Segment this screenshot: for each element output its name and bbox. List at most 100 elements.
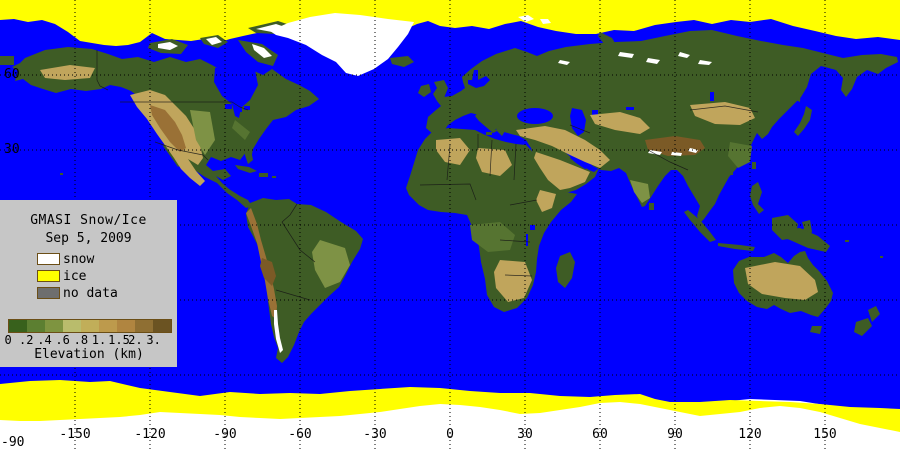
longitude-labels: -150 -120 -90 -60 -30 0 30 60 90 120 150 [59,427,836,442]
elevation-tick: .6 [55,333,70,347]
southeast-china-hills [728,142,752,168]
elevation-tick: .8 [73,333,89,347]
lake-balkhash [626,107,634,110]
lon-label: -150 [59,427,90,442]
himalaya-snow [648,148,698,156]
snow-swatch [37,253,60,265]
great-lakes-2 [234,108,242,112]
sahara-hoggar [436,138,470,165]
elevation-tick: 3. [146,333,161,347]
latitude-labels: 60 30 -90 [1,67,24,450]
legend-item-snow: snow [0,252,177,267]
arctic-sea-ice [0,0,900,46]
florida [244,146,253,164]
hispaniola [259,173,268,177]
philippines [750,182,764,214]
taiwan [752,162,756,169]
sicily [486,132,492,135]
legend-item-nodata: no data [0,286,177,301]
svalbard-snow [518,15,551,24]
hawaii [60,173,63,175]
solomon-islands [845,240,849,242]
lon-label: 60 [592,427,608,442]
chukotka-wrap [0,56,14,65]
elevation-ticks: 0 .2 .4 .6 .8 1. 1.5 2. 3. [0,334,181,346]
sahara-tibesti [476,148,512,176]
greenland-snow [270,13,414,76]
lon-label: -30 [363,427,386,442]
nodata-label: no data [63,286,118,301]
colorbar-segment [63,320,81,332]
persian-gulf [570,155,590,169]
lon-label: 30 [517,427,533,442]
new-zealand-south [854,318,872,336]
caspian-sea [570,108,586,136]
mongolia-gobi [690,102,755,125]
hudson-bay [214,64,258,118]
legend-item-ice: ice [0,269,177,284]
black-sea [517,108,553,124]
colorbar-segment [135,320,153,332]
great-britain [433,80,448,101]
colorbar-segment [9,320,27,332]
lon-label: 90 [667,427,683,442]
ireland [418,84,431,97]
new-zealand-north [868,306,880,322]
lon-label: -90 [213,427,236,442]
colorbar-segment [153,320,171,332]
congo-basin [470,222,515,252]
new-guinea [778,228,830,252]
sri-lanka [649,203,654,210]
lat-label-30: 30 [4,142,20,157]
colorbar-segment [45,320,63,332]
elevation-tick: .4 [37,333,52,347]
greece [496,126,505,136]
sakhalin [796,84,801,102]
southern-africa-plateau [494,260,532,302]
patagonia-snow [274,310,283,353]
baltic-sea [468,70,490,88]
elevation-caption: Elevation (km) [34,347,144,362]
lon-label: 120 [738,427,761,442]
elevation-colorbar [8,319,172,333]
novaya-zemlya [598,32,618,52]
lat-label-neg90: -90 [1,435,24,450]
deccan-plateau [630,180,650,203]
alaska-range [40,65,95,80]
lon-label: 150 [813,427,836,442]
japan [794,106,812,136]
great-lakes [225,104,232,109]
legend-panel: GMASI Snow/Ice Sep 5, 2009 snow ice no d… [0,200,177,367]
ice-label: ice [63,269,87,284]
great-plains [190,110,215,155]
italy [475,113,497,133]
altiplano [260,258,276,286]
ethiopian-highlands [536,190,556,212]
brazilian-highlands [312,240,350,288]
country-borders [96,50,759,301]
lake-victoria [530,225,535,230]
elevation-tick: 1.5 [108,333,130,347]
lon-label: 0 [446,427,454,442]
appalachians [232,120,250,140]
anatolia-iran-plateau [516,126,610,168]
lake-tanganyika [526,234,528,246]
legend-title: GMASI Snow/Ice [30,213,147,228]
elevation-tick: 2. [128,333,143,347]
colorbar-segment [81,320,99,332]
colorbar-segment [117,320,135,332]
arabian-desert [534,152,590,190]
hainan [728,171,733,175]
colorbar-segment [99,320,117,332]
lon-label: -60 [288,427,311,442]
java [718,243,755,251]
nodata-swatch [37,287,60,299]
great-lakes-3 [244,106,250,110]
elevation-tick: .2 [19,333,34,347]
eurasia [426,30,898,223]
legend-date: Sep 5, 2009 [45,231,132,246]
elevation-tick: 1. [91,333,107,347]
lon-label: -120 [134,427,165,442]
iceland [390,56,414,67]
